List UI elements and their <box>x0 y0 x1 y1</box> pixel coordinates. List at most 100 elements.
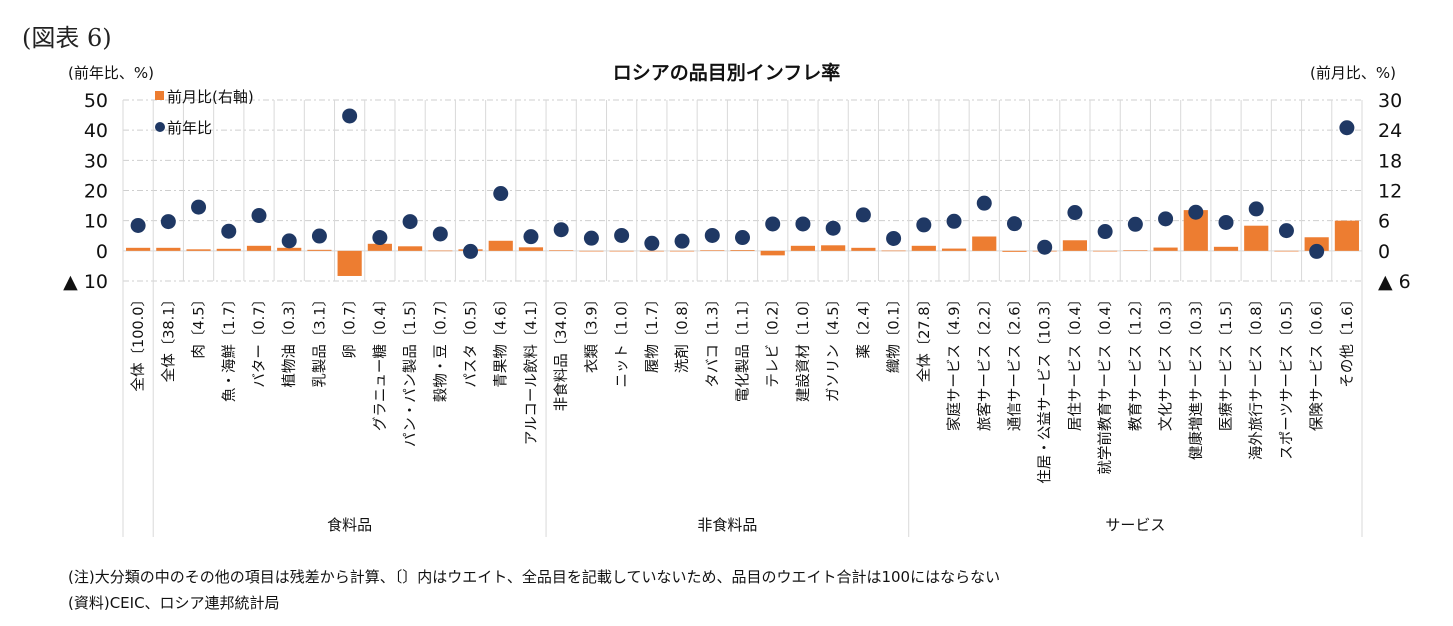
x-tick-label: 肉〔4.5〕 <box>191 292 208 359</box>
y-tick-label-left: 50 <box>84 90 108 112</box>
x-tick-label: 海外旅行サービス〔0.8〕 <box>1248 292 1265 460</box>
x-tick-label: 電化製品〔1.1〕 <box>735 292 752 402</box>
left-axis-unit: (前年比、%) <box>68 64 154 82</box>
dot-yoy <box>886 230 902 246</box>
x-tick-label: 薬〔2.4〕 <box>855 292 872 359</box>
y-tick-label-left: 30 <box>84 150 108 172</box>
dot-yoy <box>1218 214 1234 230</box>
x-tick-label: タバコ〔1.3〕 <box>704 292 721 388</box>
x-tick-label: 居住サービス〔0.4〕 <box>1067 292 1084 431</box>
bar-mom <box>549 250 574 251</box>
bar-mom <box>488 240 513 251</box>
bar-mom <box>367 243 392 251</box>
dot-yoy <box>614 227 630 243</box>
x-tick-label: 全体〔38.1〕 <box>159 292 177 382</box>
dot-yoy <box>1006 216 1022 232</box>
x-tick-label: 洗剤〔0.8〕 <box>674 292 691 373</box>
y-tick-label-right: 24 <box>1378 120 1402 142</box>
bar-mom <box>518 247 544 251</box>
dot-yoy <box>160 214 176 230</box>
dot-yoy <box>493 186 509 202</box>
x-tick-label: 医療サービス〔1.5〕 <box>1218 292 1235 431</box>
bar-mom <box>1334 220 1359 251</box>
bar-mom <box>700 250 725 251</box>
y-tick-label-right: 12 <box>1378 181 1402 203</box>
x-tick-label: 家庭サービス〔4.9〕 <box>946 292 963 431</box>
x-tick-label: 全体〔100.0〕 <box>129 292 147 392</box>
dot-yoy <box>1037 239 1053 255</box>
dot-yoy <box>1278 223 1294 239</box>
x-tick-label: バター〔0.7〕 <box>251 292 268 388</box>
dot-yoy <box>251 208 267 224</box>
y-tick-label-left: 10 <box>84 211 108 233</box>
dot-yoy <box>432 226 448 242</box>
bar-mom <box>397 246 423 251</box>
chart-title: ロシアの品目別インフレ率 <box>612 62 841 84</box>
x-tick-label: 建設資材〔1.0〕 <box>795 292 812 402</box>
dot-yoy <box>1067 205 1083 221</box>
dot-yoy <box>644 235 660 251</box>
tick-layer: 50 40 30 20 10 0 ▲ 10 30 24 18 12 6 0 ▲ 6 <box>63 90 1411 293</box>
bar-mom <box>216 248 241 251</box>
bar-mom <box>277 247 302 251</box>
x-tick-label: ガソリン〔4.5〕 <box>825 292 842 402</box>
x-tick-label: パスタ〔0.5〕 <box>463 292 480 388</box>
dot-yoy <box>765 216 781 232</box>
note-text: (注)大分類の中のその他の項目は残差から計算、〔〕内はウエイト、全品目を記載して… <box>68 568 1001 586</box>
x-tick-label: 履物〔1.7〕 <box>644 292 661 373</box>
dot-yoy <box>523 229 539 245</box>
x-tick-label: 健康増進サービス〔0.3〕 <box>1188 292 1205 460</box>
bar-mom <box>1213 246 1239 251</box>
y-tick-label-left: 40 <box>84 120 108 142</box>
x-tick-label: 穀物・豆〔0.7〕 <box>432 292 449 402</box>
dot-yoy <box>795 216 811 232</box>
dot-yoy <box>191 199 207 215</box>
x-tick-label: 保険サービス〔0.6〕 <box>1309 292 1326 431</box>
dot-yoy <box>583 230 599 246</box>
bar-mom <box>881 250 906 252</box>
x-tick-label: 魚・海鮮〔1.7〕 <box>221 292 238 402</box>
x-tick-label: テレビ〔0.2〕 <box>765 292 782 388</box>
dot-yoy <box>946 213 962 229</box>
dot-yoy <box>463 243 479 259</box>
x-tick-label: 乳製品〔3.1〕 <box>311 292 328 388</box>
legend-label-mom: 前月比(右軸) <box>167 88 254 106</box>
dot-yoy <box>1339 120 1355 136</box>
x-tick-label: 就学前教育サービス〔0.4〕 <box>1097 292 1114 475</box>
x-tick-label: グラニュー糖〔0.4〕 <box>372 292 389 431</box>
x-tick-label: 通信サービス〔2.6〕 <box>1006 292 1023 431</box>
y-tick-label-right: 18 <box>1378 150 1402 172</box>
dot-yoy <box>553 222 569 238</box>
bar-mom <box>156 247 181 251</box>
x-tick-label: その他〔1.6〕 <box>1339 292 1356 388</box>
dot-yoy <box>674 233 690 249</box>
y-tick-label-left: 20 <box>84 181 108 203</box>
bar-mom <box>1153 247 1178 251</box>
bar-mom <box>1062 240 1088 251</box>
y-tick-label-right: 0 <box>1378 241 1390 263</box>
dot-yoy <box>1127 216 1143 232</box>
x-tick-label: 教育サービス〔1.2〕 <box>1127 292 1144 431</box>
scatter-series-yoy <box>130 108 1355 259</box>
x-tick-label: 植物油〔0.3〕 <box>281 292 298 388</box>
bar-mom <box>851 247 876 251</box>
right-axis-unit: (前月比、%) <box>1310 64 1396 82</box>
dot-yoy <box>372 230 388 246</box>
legend-swatch-mom <box>155 91 164 100</box>
dot-yoy <box>311 228 327 244</box>
bar-mom <box>1093 250 1118 252</box>
dot-yoy <box>221 223 237 239</box>
bar-mom <box>1274 250 1299 252</box>
legend: 前月比(右軸) 前年比 <box>155 88 254 137</box>
bar-mom <box>246 245 272 251</box>
bar-mom <box>821 245 846 251</box>
bar-mom <box>760 250 785 256</box>
dot-yoy <box>825 220 841 236</box>
bar-mom <box>428 250 453 252</box>
x-tick-label: 卵〔0.7〕 <box>342 292 359 359</box>
x-tick-label: アルコール飲料〔4.1〕 <box>523 292 540 445</box>
x-tick-label: 文化サービス〔0.3〕 <box>1158 292 1175 431</box>
dot-yoy <box>976 195 992 211</box>
x-tick-label: 全体〔27.8〕 <box>915 292 933 382</box>
